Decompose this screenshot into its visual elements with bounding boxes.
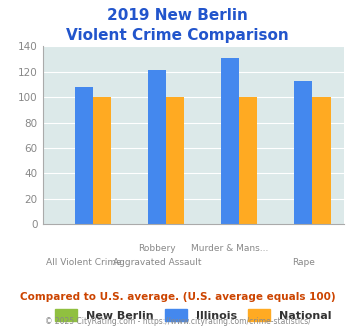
- Bar: [166, 97, 184, 224]
- Text: All Violent Crime: All Violent Crime: [46, 258, 122, 267]
- Bar: [239, 97, 257, 224]
- Text: Violent Crime Comparison: Violent Crime Comparison: [66, 28, 289, 43]
- Text: Compared to U.S. average. (U.S. average equals 100): Compared to U.S. average. (U.S. average …: [20, 292, 335, 302]
- Bar: [148, 70, 166, 224]
- Legend: New Berlin, Illinois, National: New Berlin, Illinois, National: [51, 305, 336, 325]
- Bar: [75, 87, 93, 224]
- Text: © 2025 CityRating.com - https://www.cityrating.com/crime-statistics/: © 2025 CityRating.com - https://www.city…: [45, 317, 310, 326]
- Bar: [312, 97, 331, 224]
- Text: Rape: Rape: [292, 258, 315, 267]
- Bar: [221, 58, 239, 224]
- Text: Murder & Mans...: Murder & Mans...: [191, 244, 269, 253]
- Text: Robbery: Robbery: [138, 244, 176, 253]
- Bar: [93, 97, 111, 224]
- Bar: [294, 81, 312, 224]
- Text: 2019 New Berlin: 2019 New Berlin: [107, 8, 248, 23]
- Text: Aggravated Assault: Aggravated Assault: [113, 258, 201, 267]
